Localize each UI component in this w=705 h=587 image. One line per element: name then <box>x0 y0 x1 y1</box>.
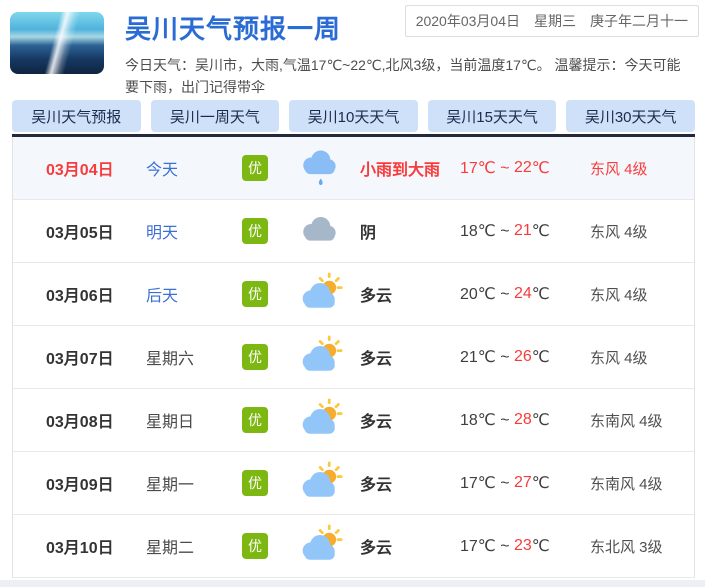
aqi-badge: 优 <box>242 407 268 433</box>
row-weather: 阴 <box>360 225 377 242</box>
page-title: 吴川天气预报一周 <box>125 14 342 44</box>
partly-cloudy-icon <box>298 461 360 505</box>
row-weather: 多云 <box>360 351 393 368</box>
aqi-badge: 优 <box>242 281 268 307</box>
forecast-row: 03月07日 星期六 优 多云 21℃ ~ 26 ℃ 东风 4级 <box>13 326 694 389</box>
row-day: 星期日 <box>146 414 195 431</box>
row-weather: 多云 <box>360 477 393 494</box>
tab-10-day[interactable]: 吴川10天天气 <box>289 100 418 132</box>
row-weather: 多云 <box>360 414 393 431</box>
row-temperature: 17℃ ~ 22 ℃ <box>460 159 550 177</box>
forecast-row: 03月04日 今天 优 小雨到大雨 17℃ ~ 22 ℃ 东风 4级 <box>13 137 694 200</box>
row-temperature: 17℃ ~ 27 ℃ <box>460 474 550 492</box>
seaside-thumbnail-image <box>10 12 104 74</box>
row-wind: 东风 4级 <box>590 286 648 304</box>
row-temperature: 18℃ ~ 28 ℃ <box>460 411 550 429</box>
row-day: 星期一 <box>146 477 195 494</box>
tab-underline <box>12 134 695 137</box>
forecast-row: 03月09日 星期一 优 多云 17℃ ~ 27 ℃ 东南风 4级 <box>13 452 694 515</box>
aqi-badge: 优 <box>242 155 268 181</box>
row-temperature: 18℃ ~ 21 ℃ <box>460 222 550 240</box>
row-date: 03月07日 <box>46 351 114 368</box>
partly-cloudy-icon <box>298 272 360 316</box>
tab-bar: 吴川天气预报 吴川一周天气 吴川10天天气 吴川15天天气 吴川30天天气 <box>12 100 695 137</box>
forecast-row: 03月08日 星期日 优 多云 18℃ ~ 28 ℃ 东南风 4级 <box>13 389 694 452</box>
row-temperature: 20℃ ~ 24 ℃ <box>460 285 550 303</box>
row-wind: 东风 4级 <box>590 349 648 367</box>
page-header: 2020年03月04日 星期三 庚子年二月十一 吴川天气预报一周 今日天气：吴川… <box>0 0 705 96</box>
aqi-badge: 优 <box>242 470 268 496</box>
tab-15-day[interactable]: 吴川15天天气 <box>427 100 557 132</box>
forecast-row: 03月05日 明天 优 阴 18℃ ~ 21 ℃ 东风 4级 <box>13 200 694 263</box>
partly-cloudy-icon <box>298 398 360 442</box>
row-date: 03月06日 <box>46 288 114 305</box>
row-date: 03月10日 <box>46 540 114 557</box>
row-day: 后天 <box>146 288 179 305</box>
row-day: 明天 <box>146 225 179 242</box>
forecast-row: 03月06日 后天 优 多云 20℃ ~ 24 ℃ 东风 4级 <box>13 263 694 326</box>
aqi-badge: 优 <box>242 218 268 244</box>
today-weather-summary: 今日天气：吴川市，大雨,气温17℃~22℃,北风3级，当前温度17℃。 温馨提示… <box>125 57 681 95</box>
row-date: 03月04日 <box>46 162 114 179</box>
rain-icon <box>298 145 360 191</box>
row-wind: 东北风 3级 <box>590 538 663 556</box>
next-section-edge <box>0 580 705 587</box>
aqi-badge: 优 <box>242 533 268 559</box>
row-day: 今天 <box>146 162 179 179</box>
overcast-icon <box>298 211 360 251</box>
partly-cloudy-icon <box>298 524 360 568</box>
aqi-badge: 优 <box>242 344 268 370</box>
row-wind: 东风 4级 <box>590 160 648 178</box>
tab-30-day[interactable]: 吴川30天天气 <box>566 100 695 132</box>
row-wind: 东风 4级 <box>590 223 648 241</box>
partly-cloudy-icon <box>298 335 360 379</box>
row-temperature: 17℃ ~ 23 ℃ <box>460 537 550 555</box>
row-date: 03月09日 <box>46 477 114 494</box>
current-date-box: 2020年03月04日 星期三 庚子年二月十一 <box>404 5 699 37</box>
row-date: 03月08日 <box>46 414 114 431</box>
row-day: 星期二 <box>146 540 195 557</box>
tab-one-week[interactable]: 吴川一周天气 <box>150 100 280 132</box>
row-temperature: 21℃ ~ 26 ℃ <box>460 348 550 366</box>
row-weather: 小雨到大雨 <box>360 162 441 179</box>
tab-weather-forecast[interactable]: 吴川天气预报 <box>12 100 141 132</box>
forecast-row: 03月10日 星期二 优 多云 17℃ ~ 23 ℃ 东北风 3级 <box>13 515 694 578</box>
row-wind: 东南风 4级 <box>590 475 663 493</box>
row-date: 03月05日 <box>46 225 114 242</box>
forecast-table: 03月04日 今天 优 小雨到大雨 17℃ ~ 22 ℃ 东风 4级 03月05日… <box>12 137 695 578</box>
row-weather: 多云 <box>360 540 393 557</box>
row-wind: 东南风 4级 <box>590 412 663 430</box>
row-day: 星期六 <box>146 351 195 368</box>
row-weather: 多云 <box>360 288 393 305</box>
